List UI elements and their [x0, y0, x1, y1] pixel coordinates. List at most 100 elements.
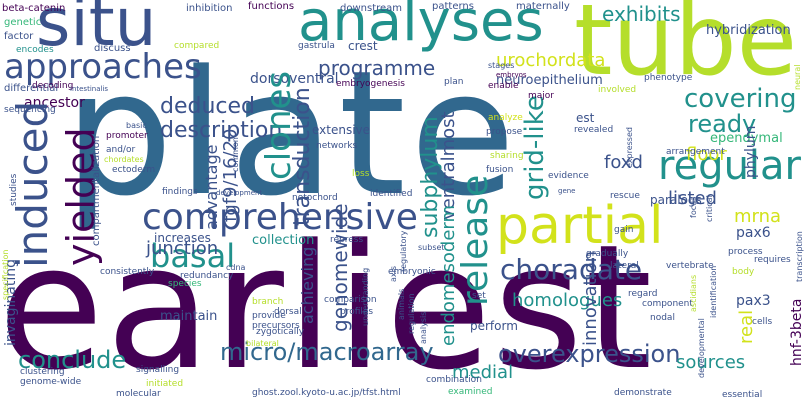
word-approaches: approaches — [4, 47, 202, 87]
word-downstream: downstream — [340, 3, 403, 14]
word-basic: basic — [126, 121, 147, 130]
word-ependymal: ependymal — [710, 131, 783, 146]
word-endomesoderm: endomesoderm — [438, 204, 459, 346]
word-profiles: profiles — [340, 307, 374, 317]
word-ascidians: ascidians — [689, 274, 698, 312]
word-embryonic: embryonic — [388, 267, 436, 277]
word-signalling: signalling — [136, 365, 180, 375]
word-conclude: conclude — [18, 346, 127, 374]
word-species: species — [168, 279, 202, 289]
word-demonstrate: demonstrate — [614, 388, 672, 398]
word-bilateral: bilateral — [246, 339, 279, 348]
word-gain: gain — [614, 225, 634, 235]
word-major: major — [528, 91, 554, 101]
word-notochord: notochord — [292, 193, 338, 203]
word-url: ghost.zool.kyoto-u.ac.jp/tfst.html — [252, 388, 401, 398]
word-gradually: gradually — [586, 249, 629, 259]
word-development: development — [216, 189, 263, 197]
word-component: component — [642, 299, 693, 309]
word-partial: partial — [496, 196, 664, 256]
word-regulatory: regulatory — [399, 230, 408, 272]
word-increases: increases — [154, 231, 211, 245]
word-initiated: initiated — [146, 379, 184, 389]
word-junction: junction — [146, 238, 219, 259]
word-discuss: discuss — [94, 43, 131, 54]
word-common: common — [231, 137, 240, 172]
word-hybridization: hybridization — [706, 23, 791, 38]
word-expressed: expressed — [625, 127, 634, 168]
word-sequencing: sequencing — [4, 105, 56, 115]
word-identification: identification — [709, 265, 718, 318]
word-homologues: homologues — [512, 290, 623, 311]
word-decoding: decoding — [32, 81, 74, 91]
word-vertebrate: vertebrate — [666, 261, 714, 271]
word-molecular: molecular — [116, 389, 161, 399]
word-analysis: analysis — [419, 311, 428, 344]
word-embryogenesis: embryogenesis — [336, 79, 405, 89]
word-stages: stages — [488, 61, 515, 70]
word-hnf-3beta: hnf-3beta — [789, 298, 805, 366]
word-description: description — [160, 118, 283, 143]
word-examined: examined — [448, 387, 493, 397]
word-process: process — [728, 247, 763, 257]
word-transduction: transduction — [290, 87, 315, 226]
word-patterns: patterns — [432, 1, 474, 12]
word-overexpression: overexpression — [498, 340, 681, 368]
word-functions: functions — [248, 1, 295, 12]
word-enable: enable — [488, 81, 519, 91]
word-ready: ready — [688, 110, 757, 138]
word-animals: animals — [397, 288, 406, 320]
word-rescue: rescue — [610, 191, 640, 201]
word-situ: situ — [36, 0, 157, 61]
word-critical: critical — [705, 195, 714, 222]
word-urochordata: urochordata — [496, 50, 606, 71]
word-subset: subset — [418, 243, 445, 252]
word-branch: branch — [252, 297, 284, 307]
word-consistently: consistently — [100, 267, 155, 277]
word-propose: propose — [486, 127, 523, 137]
word-arrangement: arrangement — [666, 147, 725, 157]
word-studies: studies — [9, 173, 19, 206]
word-neuroepithelium: neuroepithelium — [496, 73, 603, 88]
word-collection: collection — [252, 233, 315, 248]
word-requires: requires — [754, 255, 791, 265]
word-chordates: chordates — [104, 155, 144, 164]
word-basal: basal — [150, 237, 236, 275]
word-maintain: maintain — [160, 309, 218, 324]
word-focus: focus — [689, 196, 698, 218]
word-tube: tube — [574, 0, 798, 98]
word-sharing: sharing — [490, 151, 524, 161]
word-listed: listed — [668, 188, 717, 209]
word-pax3: pax3 — [736, 293, 771, 309]
word-plate: plate — [64, 33, 520, 234]
word-differential: differential — [4, 83, 59, 94]
word-foxd: foxd — [604, 152, 643, 173]
word-inhibition: inhibition — [186, 3, 233, 14]
word-embryos: embryos — [496, 71, 527, 79]
word-mrna: mrna — [734, 206, 782, 227]
word-and-or: and/or — [106, 145, 136, 155]
word-choradate: choradate — [500, 253, 643, 286]
word-regard: regard — [628, 289, 658, 299]
word-cdna: cdna — [226, 263, 246, 272]
word-programme: programme — [318, 56, 436, 80]
word-specification: specification — [1, 249, 10, 300]
word-plan: plan — [444, 77, 464, 87]
word-ventralmost: ventralmost — [438, 111, 459, 220]
word-identified: identified — [370, 189, 413, 199]
word-beta-catenin: beta-catenin — [2, 3, 66, 14]
word-extensive: extensive — [312, 123, 371, 137]
word-analyses: analyses — [298, 0, 544, 54]
word-transcription: transcription — [795, 231, 804, 282]
word-nodal: nodal — [650, 313, 675, 323]
word-developmental: developmental — [697, 318, 706, 378]
word-involved: involved — [598, 85, 637, 95]
word-combination: combination — [426, 375, 482, 385]
word-regular: regular — [658, 143, 801, 189]
word-zygotically: zygotically — [256, 327, 305, 337]
word-pax6: pax6 — [736, 225, 771, 241]
word-networks: networks — [316, 141, 358, 151]
word-phylum: phylum — [743, 125, 759, 178]
word-est: est — [576, 111, 595, 125]
word-comprehensive: comprehensive — [142, 197, 418, 238]
